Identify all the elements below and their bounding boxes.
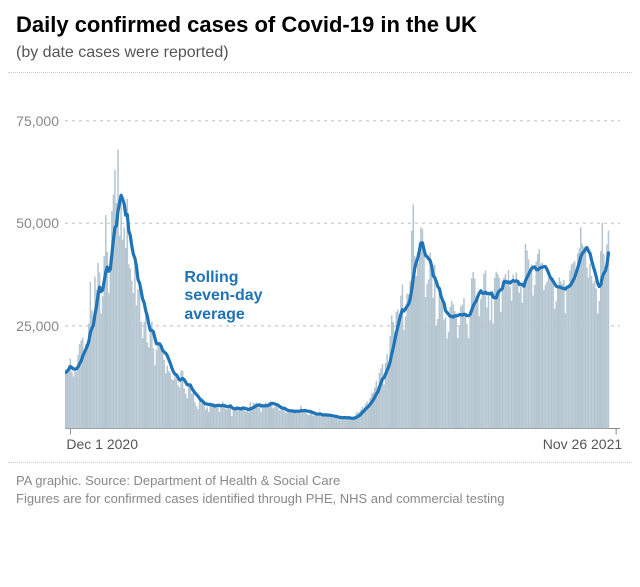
x-tick-label: Nov 26 2021 [543,436,622,452]
separator-top [8,72,632,73]
chart-frame: Daily confirmed cases of Covid-19 in the… [0,0,640,587]
separator-bottom [8,462,632,463]
footnote-line1: PA graphic. Source: Department of Health… [16,473,340,488]
x-tick-label: Dec 1 2020 [66,436,138,452]
chart-subtitle: (by date cases were reported) [16,44,229,62]
footnote-line2: Figures are for confirmed cases identifi… [16,491,504,506]
footnote: PA graphic. Source: Department of Health… [16,472,504,507]
y-tick-label: 75,000 [6,113,59,129]
y-tick-label: 50,000 [6,215,59,231]
rolling-average-label: Rollingseven-dayaverage [184,269,262,324]
y-tick-label: 25,000 [6,318,59,334]
plot-area [65,92,620,490]
chart-title: Daily confirmed cases of Covid-19 in the… [16,12,477,38]
